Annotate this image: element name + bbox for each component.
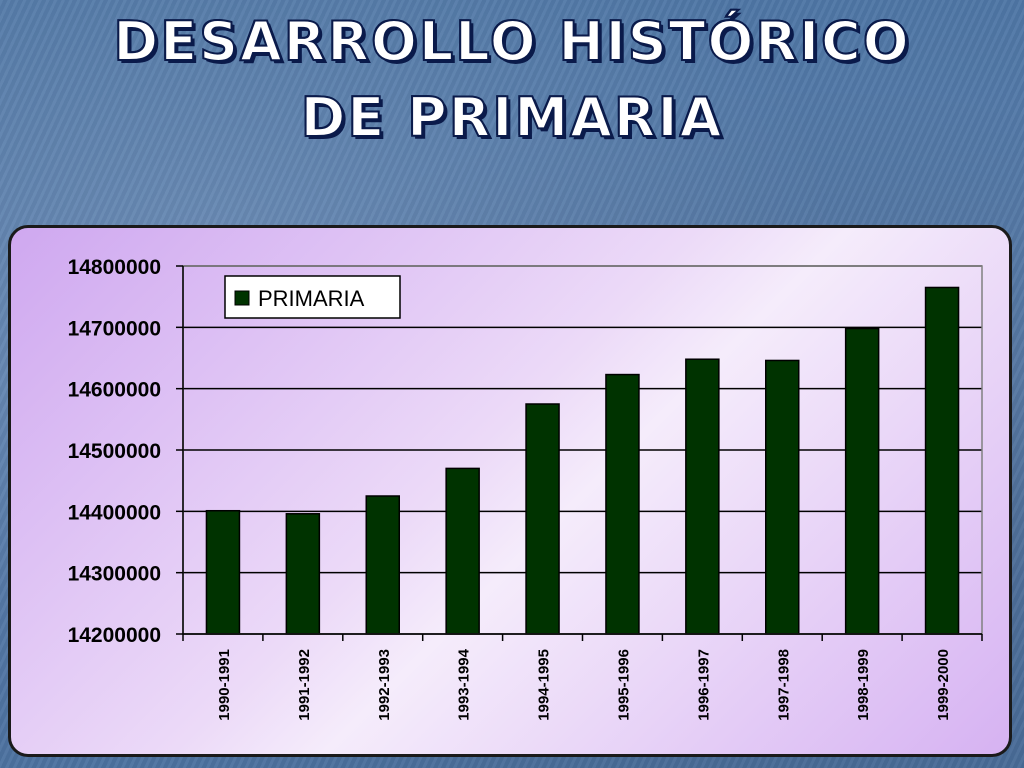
- y-tick-label: 14400000: [68, 501, 161, 524]
- bar-1994-1995: [525, 403, 560, 635]
- y-tick-label: 14700000: [68, 317, 161, 340]
- legend: PRIMARIA: [224, 275, 401, 319]
- x-tick-label: 1990-1991: [216, 649, 233, 721]
- y-tick-label: 14800000: [68, 256, 161, 279]
- bar-1995-1996: [605, 373, 640, 635]
- y-tick-label: 14600000: [68, 379, 161, 402]
- x-tick-label: 1993-1994: [456, 648, 473, 720]
- x-tick-label: 1996-1997: [695, 649, 712, 721]
- x-tick-label: 1994-1995: [536, 649, 553, 721]
- y-tick-label: 14300000: [68, 563, 161, 586]
- slide-title: DESARROLLO HISTÓRICO DE PRIMARIA: [0, 4, 1024, 156]
- bar-1993-1994: [445, 467, 480, 635]
- bar-1990-1991: [205, 509, 241, 635]
- x-tick-label: 1999-2000: [935, 649, 952, 721]
- y-tick-label: 14200000: [68, 624, 161, 647]
- x-tick-label: 1995-1996: [615, 649, 632, 721]
- legend-box: [224, 275, 401, 319]
- x-tick-label: 1998-1999: [855, 649, 872, 721]
- x-tick-label: 1991-1992: [296, 649, 313, 721]
- bar-1997-1998: [765, 359, 800, 635]
- y-tick-label: 14500000: [68, 440, 161, 463]
- x-tick-label: 1992-1993: [376, 649, 393, 721]
- chart-panel: [8, 225, 1012, 757]
- legend-label: PRIMARIA: [258, 286, 365, 311]
- x-axis-ticks: 1990-1991 1991-1992 1992-1993 1993-1994 1994…: [182, 634, 983, 721]
- legend-swatch: [234, 290, 250, 306]
- x-tick-label: 1997-1998: [775, 649, 792, 721]
- bar-1998-1999: [844, 327, 880, 635]
- y-axis-ticks: 14200000 14300000 14400000 14500000 14600000…: [68, 256, 183, 647]
- title-line-2: DE PRIMARIA: [300, 85, 724, 150]
- bar-1991-1992: [285, 513, 321, 635]
- bar-1996-1997: [685, 358, 720, 635]
- bar-1992-1993: [365, 495, 400, 635]
- bar-1999-2000: [924, 286, 960, 635]
- title-line-1: DESARROLLO HISTÓRICO: [112, 9, 911, 74]
- bars: [205, 286, 960, 635]
